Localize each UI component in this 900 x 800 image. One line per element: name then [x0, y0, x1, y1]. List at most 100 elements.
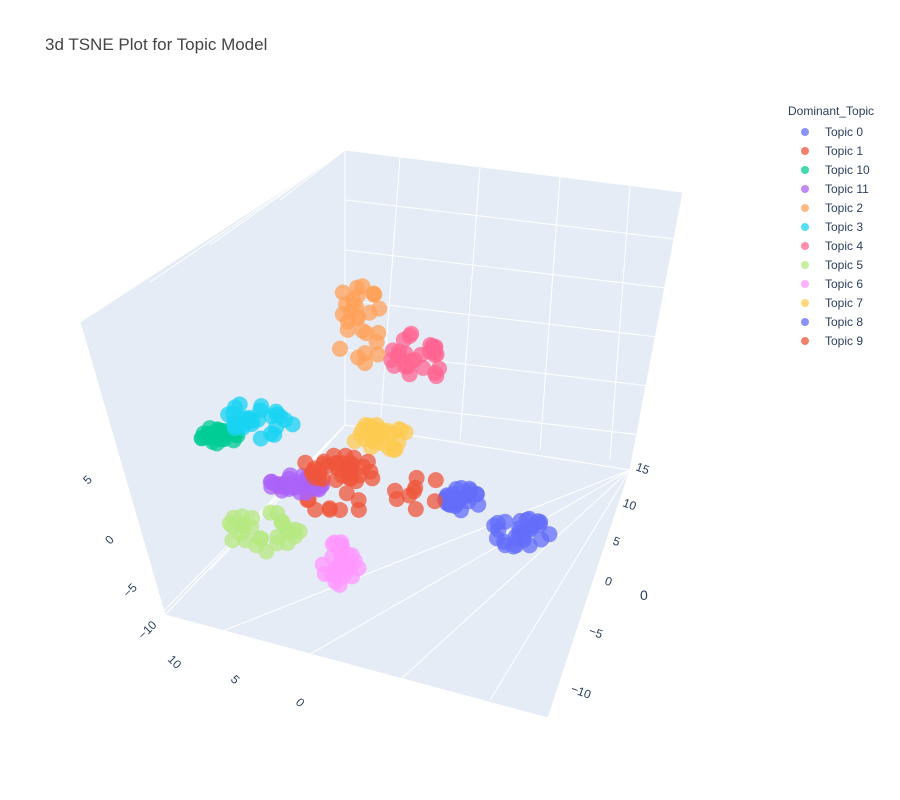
data-point[interactable]	[350, 560, 367, 577]
y-axis-ticks: 10 5 0	[165, 652, 308, 710]
data-point[interactable]	[541, 526, 558, 543]
data-point[interactable]	[351, 467, 368, 484]
data-point[interactable]	[324, 548, 341, 565]
series-topic-0[interactable]	[437, 480, 487, 519]
chart-title: 3d TSNE Plot for Topic Model	[45, 35, 267, 54]
data-point[interactable]	[269, 535, 286, 552]
z-axis-ticks: 15 10 5 0 −5 −10	[569, 460, 652, 702]
data-point[interactable]	[234, 508, 251, 525]
legend-items: Topic 0 Topic 1 Topic 10 Topic 11 Topic 2 Top…	[788, 122, 874, 350]
data-point[interactable]	[392, 422, 409, 439]
legend-item[interactable]: Topic 1	[788, 141, 874, 160]
data-point[interactable]	[384, 342, 401, 359]
legend-label: Topic 2	[825, 200, 864, 215]
data-point[interactable]	[253, 530, 270, 547]
legend-item[interactable]: Topic 9	[788, 331, 874, 350]
data-point[interactable]	[307, 501, 324, 518]
data-point[interactable]	[226, 420, 243, 437]
legend-item[interactable]: Topic 4	[788, 236, 874, 255]
z-tick-label: 15	[634, 460, 652, 478]
data-point[interactable]	[524, 517, 541, 534]
data-point[interactable]	[335, 568, 352, 585]
data-point[interactable]	[370, 324, 387, 341]
data-point[interactable]	[426, 493, 443, 510]
data-point[interactable]	[427, 338, 444, 355]
data-point[interactable]	[284, 416, 301, 433]
series-topic-2[interactable]	[332, 278, 388, 372]
legend-swatch	[801, 184, 809, 193]
data-point[interactable]	[338, 485, 355, 502]
data-point[interactable]	[243, 416, 260, 433]
legend-swatch	[801, 203, 809, 212]
legend-item[interactable]: Topic 2	[788, 198, 874, 217]
data-point[interactable]	[332, 502, 348, 518]
data-point[interactable]	[361, 304, 378, 321]
data-point[interactable]	[268, 406, 285, 423]
series-topic-7[interactable]	[346, 416, 414, 458]
data-point[interactable]	[339, 321, 356, 338]
legend-item[interactable]: Topic 3	[788, 217, 874, 236]
series-layer	[193, 278, 558, 593]
data-point[interactable]	[397, 358, 414, 375]
data-point[interactable]	[262, 474, 279, 490]
data-point[interactable]	[327, 455, 344, 472]
data-point[interactable]	[357, 355, 373, 372]
series-topic-4[interactable]	[383, 325, 447, 385]
data-point[interactable]	[405, 483, 422, 500]
z-tick-label: −5	[587, 624, 605, 642]
data-point[interactable]	[364, 432, 381, 449]
series-topic-10[interactable]	[193, 420, 246, 452]
data-point[interactable]	[354, 322, 371, 339]
z-tick-label: 5	[611, 534, 622, 550]
legend-item[interactable]: Topic 8	[788, 312, 874, 331]
series-topic-5[interactable]	[221, 504, 308, 560]
grid-lines	[149, 149, 684, 701]
data-point[interactable]	[369, 346, 386, 363]
data-point[interactable]	[407, 501, 424, 518]
data-point[interactable]	[354, 421, 371, 438]
data-point[interactable]	[497, 537, 514, 554]
legend-title: Dominant_Topic	[788, 104, 875, 118]
data-point[interactable]	[204, 433, 221, 450]
data-point[interactable]	[311, 463, 328, 480]
data-point[interactable]	[365, 286, 382, 303]
series-topic-3[interactable]	[220, 396, 301, 447]
x-tick-label: 0	[102, 532, 117, 547]
data-point[interactable]	[253, 398, 270, 415]
legend-item[interactable]: Topic 10	[788, 160, 874, 179]
legend-item[interactable]: Topic 7	[788, 293, 874, 312]
data-point[interactable]	[349, 279, 365, 296]
data-point[interactable]	[291, 523, 308, 540]
data-point[interactable]	[511, 524, 528, 541]
legend-item[interactable]: Topic 6	[788, 274, 874, 293]
series-topic-6[interactable]	[314, 534, 367, 593]
data-point[interactable]	[431, 360, 447, 377]
data-point[interactable]	[225, 432, 242, 449]
legend-label: Topic 3	[825, 219, 864, 234]
legend-item[interactable]: Topic 0	[788, 122, 874, 141]
data-point[interactable]	[263, 425, 280, 442]
data-point[interactable]	[348, 310, 365, 327]
series-topic-9[interactable]	[297, 447, 376, 488]
legend-item[interactable]: Topic 11	[788, 179, 874, 198]
data-point[interactable]	[397, 345, 414, 362]
data-point[interactable]	[427, 472, 444, 489]
data-point[interactable]	[390, 434, 407, 451]
legend-item[interactable]: Topic 5	[788, 255, 874, 274]
data-point[interactable]	[225, 405, 242, 422]
data-point[interactable]	[345, 291, 361, 308]
data-point[interactable]	[281, 470, 298, 487]
data-point[interactable]	[446, 490, 463, 507]
data-point[interactable]	[395, 331, 412, 348]
data-point[interactable]	[324, 536, 341, 553]
data-point[interactable]	[274, 515, 291, 532]
data-point[interactable]	[350, 501, 367, 518]
data-point[interactable]	[408, 469, 425, 486]
data-point[interactable]	[332, 340, 348, 357]
data-point[interactable]	[387, 482, 403, 499]
data-point[interactable]	[486, 517, 503, 534]
data-point[interactable]	[237, 532, 254, 549]
data-point[interactable]	[415, 359, 431, 376]
series-topic-8[interactable]	[486, 510, 558, 555]
